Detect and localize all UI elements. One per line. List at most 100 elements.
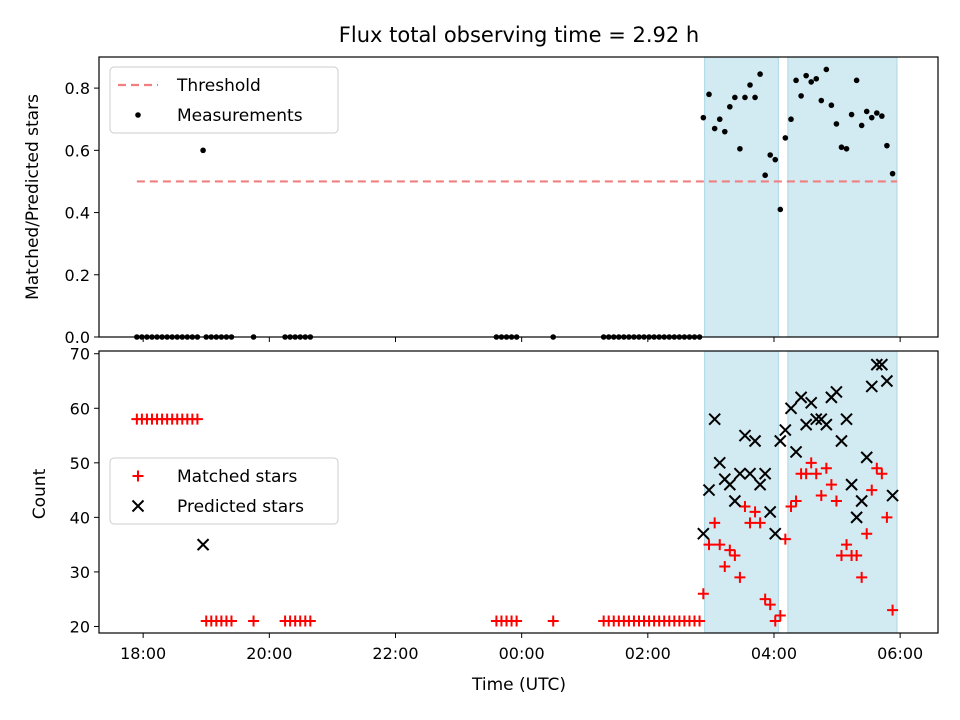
top-legend: Threshold Measurements — [109, 66, 339, 134]
matched-star-point — [785, 500, 797, 512]
measurement-point — [808, 79, 815, 85]
predicted-star-point — [713, 456, 726, 470]
measurement-point — [793, 77, 799, 84]
legend-label-threshold: Threshold — [176, 76, 261, 96]
measurement-point — [813, 75, 820, 82]
top-y-tick-label: 0.0 — [65, 328, 90, 347]
measurement-point — [798, 93, 804, 99]
matched-star-point — [744, 517, 756, 529]
matched-star-point — [191, 413, 203, 425]
bottom-shaded-region-1 — [704, 350, 779, 634]
predicted-star-point — [738, 429, 752, 442]
measurement-point — [788, 116, 794, 123]
matched-star-point — [703, 539, 715, 551]
predicted-star-point — [850, 511, 863, 524]
measurement-point — [762, 172, 768, 179]
measurement-point — [879, 113, 885, 119]
predicted-star-point — [769, 527, 782, 540]
chart-title: Flux total observing time = 2.92 h — [339, 23, 699, 47]
bottom-y-tick-label: 50 — [70, 454, 90, 473]
x-tick-label: 22:00 — [372, 644, 418, 663]
measurement-point — [848, 111, 855, 118]
predicted-star-point — [748, 434, 762, 448]
matched-star-point — [749, 506, 761, 518]
predicted-star-point — [860, 451, 873, 464]
measurement-point — [200, 147, 206, 154]
predicted-star-point — [196, 538, 210, 551]
matched-star-point — [225, 615, 237, 627]
matched-star-point — [841, 539, 853, 551]
measurement-point — [863, 108, 870, 115]
predicted-star-point — [723, 478, 737, 491]
bottom-y-tick-label: 40 — [70, 508, 90, 527]
measurement-point — [742, 94, 748, 101]
matched-star-point — [887, 604, 899, 616]
bottom-y-tick-label: 20 — [70, 617, 90, 636]
matched-star-point — [304, 615, 316, 627]
matched-star-point — [719, 560, 731, 572]
x-tick-label: 00:00 — [499, 644, 545, 663]
predicted-star-point — [774, 434, 787, 448]
predicted-star-point — [855, 494, 868, 508]
measurement-point — [838, 144, 845, 151]
measurement-point — [716, 116, 723, 123]
predicted-star-point — [880, 374, 894, 388]
bottom-y-tick-label: 70 — [70, 345, 90, 364]
matched-star-point — [714, 539, 726, 551]
x-tick-label: 20:00 — [246, 644, 292, 663]
matched-star-point — [871, 462, 883, 474]
predicted-star-point — [865, 380, 878, 393]
measurement-point — [782, 135, 789, 141]
predicted-star-point — [886, 489, 899, 502]
measurement-point — [727, 103, 733, 110]
measurement-point — [721, 128, 728, 135]
measurement-point — [803, 72, 809, 79]
matched-star-point — [754, 517, 766, 529]
predicted-star-point — [784, 402, 798, 415]
matched-star-point — [779, 533, 791, 545]
matched-star-point — [697, 588, 709, 600]
top-y-tick-label: 0.4 — [65, 204, 90, 223]
bottom-y-tick-label: 60 — [70, 399, 90, 418]
matched-star-point — [774, 610, 786, 622]
predicted-star-point — [758, 467, 772, 480]
top-shaded-region-2 — [787, 56, 898, 338]
measurement-point — [874, 110, 880, 116]
matched-star-point — [815, 490, 827, 502]
measurement-point — [889, 170, 896, 177]
matched-star-point — [739, 500, 751, 512]
measurement-point — [732, 94, 738, 101]
top-y-tick-label: 0.8 — [65, 79, 90, 98]
predicted-star-point — [708, 412, 721, 426]
predicted-star-point — [840, 412, 853, 426]
matched-star-point — [825, 479, 837, 491]
predicted-star-point — [830, 385, 843, 399]
measurement-point — [706, 91, 712, 98]
matched-star-point — [547, 615, 559, 627]
bottom-y-tick-label: 30 — [70, 563, 90, 582]
top-axes-frame — [98, 56, 939, 338]
measurement-point — [700, 114, 707, 121]
predicted-star-point — [845, 478, 858, 491]
measurement-point — [818, 97, 825, 104]
predicted-star-point — [702, 483, 716, 497]
top-series-measurements — [134, 66, 896, 340]
predicted-star-point — [743, 467, 757, 480]
matched-star-point — [851, 550, 863, 562]
matched-star-point — [861, 528, 873, 540]
measurement-point — [767, 152, 773, 158]
x-tick-label: 06:00 — [877, 644, 923, 663]
legend-predicted-swatch — [131, 499, 145, 513]
predicted-star-point — [779, 423, 792, 437]
matched-star-point — [709, 517, 721, 529]
measurement-point — [777, 206, 784, 213]
bottom-series-matched-stars — [131, 413, 899, 627]
x-tick-label: 02:00 — [625, 644, 671, 663]
measurement-point — [843, 145, 850, 152]
measurement-point — [853, 77, 860, 84]
top-legend-box — [109, 66, 339, 134]
measurement-point — [828, 102, 835, 109]
matched-star-point — [810, 468, 822, 480]
matched-star-point — [734, 571, 746, 583]
